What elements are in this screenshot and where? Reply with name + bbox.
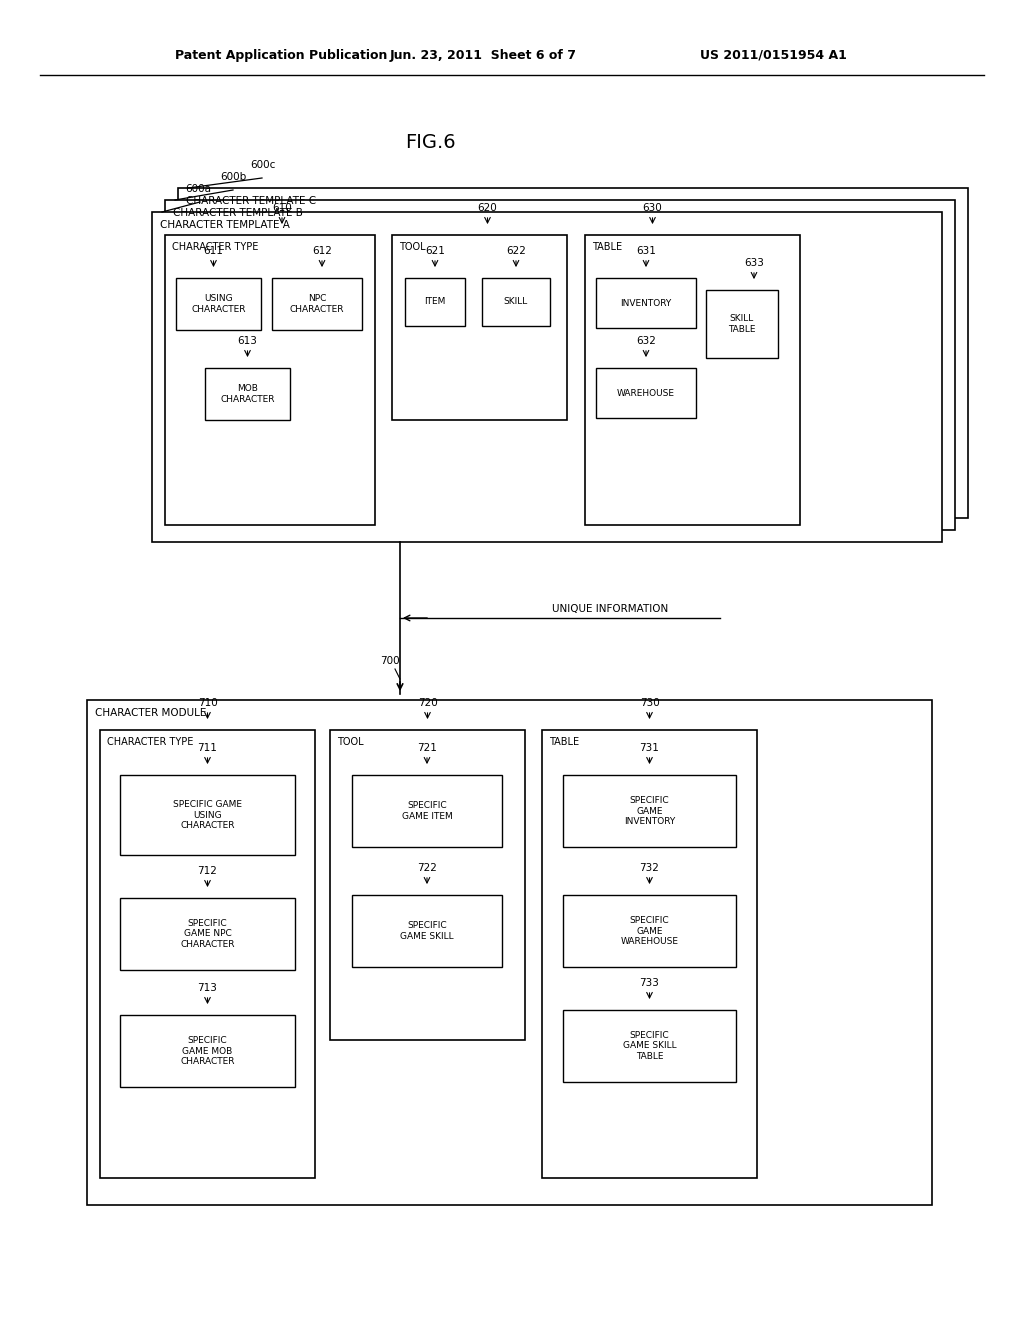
- Text: 721: 721: [417, 743, 437, 752]
- Text: 710: 710: [198, 698, 217, 708]
- Text: SKILL
TABLE: SKILL TABLE: [728, 314, 756, 334]
- Bar: [176, 279, 261, 330]
- Text: 722: 722: [417, 863, 437, 873]
- Text: 712: 712: [198, 866, 217, 876]
- Bar: [596, 368, 696, 418]
- Bar: [482, 279, 550, 326]
- Text: SKILL: SKILL: [504, 297, 528, 306]
- Bar: [330, 730, 525, 1040]
- Text: 713: 713: [198, 983, 217, 993]
- Text: TABLE: TABLE: [592, 242, 623, 252]
- Text: Jun. 23, 2011  Sheet 6 of 7: Jun. 23, 2011 Sheet 6 of 7: [390, 49, 577, 62]
- Text: INVENTORY: INVENTORY: [621, 298, 672, 308]
- Bar: [100, 730, 315, 1177]
- Text: CHARACTER TEMPLATE B: CHARACTER TEMPLATE B: [173, 209, 303, 218]
- Bar: [205, 368, 290, 420]
- Bar: [563, 1010, 736, 1082]
- Text: 600b: 600b: [220, 172, 246, 182]
- Bar: [120, 898, 295, 970]
- Text: 632: 632: [636, 337, 656, 346]
- Bar: [178, 187, 968, 517]
- Bar: [165, 201, 955, 531]
- Text: 730: 730: [640, 698, 659, 708]
- Text: SPECIFIC
GAME SKILL: SPECIFIC GAME SKILL: [400, 921, 454, 941]
- Bar: [120, 775, 295, 855]
- Bar: [352, 775, 502, 847]
- Text: 711: 711: [198, 743, 217, 752]
- Bar: [542, 730, 757, 1177]
- Text: CHARACTER TEMPLATE C: CHARACTER TEMPLATE C: [186, 195, 316, 206]
- Text: 620: 620: [477, 203, 498, 213]
- Text: 633: 633: [744, 257, 764, 268]
- Bar: [563, 775, 736, 847]
- Text: CHARACTER MODULE: CHARACTER MODULE: [95, 708, 207, 718]
- Text: USING
CHARACTER: USING CHARACTER: [191, 294, 246, 314]
- Text: 631: 631: [636, 246, 656, 256]
- Text: TOOL: TOOL: [337, 737, 364, 747]
- Text: CHARACTER TYPE: CHARACTER TYPE: [172, 242, 258, 252]
- Bar: [585, 235, 800, 525]
- Bar: [706, 290, 778, 358]
- Text: SPECIFIC
GAME SKILL
TABLE: SPECIFIC GAME SKILL TABLE: [623, 1031, 676, 1061]
- Bar: [152, 213, 942, 543]
- Bar: [165, 235, 375, 525]
- Text: MOB
CHARACTER: MOB CHARACTER: [220, 384, 274, 404]
- Text: 611: 611: [204, 246, 223, 256]
- Text: US 2011/0151954 A1: US 2011/0151954 A1: [700, 49, 847, 62]
- Text: 621: 621: [425, 246, 445, 256]
- Text: 613: 613: [238, 337, 257, 346]
- Text: 600c: 600c: [250, 160, 275, 170]
- Text: CHARACTER TEMPLATE A: CHARACTER TEMPLATE A: [160, 220, 290, 230]
- Bar: [406, 279, 465, 326]
- Text: TOOL: TOOL: [399, 242, 426, 252]
- Text: 720: 720: [418, 698, 437, 708]
- Text: 610: 610: [272, 203, 292, 213]
- Text: 700: 700: [380, 656, 399, 667]
- Text: NPC
CHARACTER: NPC CHARACTER: [290, 294, 344, 314]
- Bar: [87, 700, 932, 1205]
- Text: SPECIFIC
GAME
WAREHOUSE: SPECIFIC GAME WAREHOUSE: [621, 916, 679, 946]
- Text: WAREHOUSE: WAREHOUSE: [617, 388, 675, 397]
- Text: SPECIFIC GAME
USING
CHARACTER: SPECIFIC GAME USING CHARACTER: [173, 800, 242, 830]
- Text: 612: 612: [312, 246, 332, 256]
- Text: 630: 630: [643, 203, 663, 213]
- Text: UNIQUE INFORMATION: UNIQUE INFORMATION: [552, 605, 668, 614]
- Text: ITEM: ITEM: [424, 297, 445, 306]
- Text: SPECIFIC
GAME
INVENTORY: SPECIFIC GAME INVENTORY: [624, 796, 675, 826]
- Text: SPECIFIC
GAME NPC
CHARACTER: SPECIFIC GAME NPC CHARACTER: [180, 919, 234, 949]
- Text: 622: 622: [506, 246, 526, 256]
- Text: 732: 732: [640, 863, 659, 873]
- Bar: [120, 1015, 295, 1086]
- Text: Patent Application Publication: Patent Application Publication: [175, 49, 387, 62]
- Bar: [352, 895, 502, 968]
- Text: SPECIFIC
GAME MOB
CHARACTER: SPECIFIC GAME MOB CHARACTER: [180, 1036, 234, 1067]
- Text: CHARACTER TYPE: CHARACTER TYPE: [106, 737, 194, 747]
- Text: 731: 731: [640, 743, 659, 752]
- Bar: [392, 235, 567, 420]
- Bar: [596, 279, 696, 327]
- Text: FIG.6: FIG.6: [404, 132, 456, 152]
- Text: TABLE: TABLE: [549, 737, 580, 747]
- Text: SPECIFIC
GAME ITEM: SPECIFIC GAME ITEM: [401, 801, 453, 821]
- Bar: [563, 895, 736, 968]
- Text: 733: 733: [640, 978, 659, 987]
- Text: 600a: 600a: [185, 183, 211, 194]
- Bar: [272, 279, 362, 330]
